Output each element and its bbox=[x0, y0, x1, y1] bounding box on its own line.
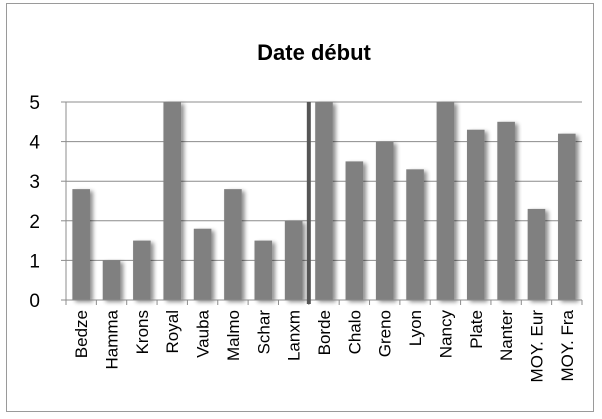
y-tick-labels: 0 1 2 3 4 5 bbox=[29, 93, 40, 312]
bar-bedze bbox=[72, 189, 90, 300]
x-tick-label: Schar bbox=[254, 310, 273, 355]
x-tick-label: Nanter bbox=[497, 310, 516, 361]
bar-chalo bbox=[345, 161, 364, 300]
bar-nanter bbox=[497, 121, 515, 300]
x-tick-label: Malmo bbox=[224, 310, 243, 361]
x-tick-label: MOY. Eur bbox=[527, 310, 546, 383]
x-tick-label: Borde bbox=[315, 310, 334, 355]
axes bbox=[61, 101, 583, 305]
y-tick-label: 0 bbox=[29, 291, 40, 312]
x-tick-label: Bedze bbox=[72, 310, 91, 358]
x-tick-label: Vauba bbox=[194, 309, 213, 357]
y-tick-label: 1 bbox=[29, 251, 40, 272]
bar-hamma bbox=[102, 260, 121, 300]
bar-schar bbox=[254, 240, 273, 300]
bar-vauba bbox=[193, 228, 212, 300]
x-tick-labels: Bedze Hamma Krons Royal Vauba Malmo Schar Lanxm… bbox=[72, 309, 577, 382]
bar-moy-eur bbox=[527, 208, 546, 300]
x-tick-label: Greno bbox=[376, 310, 395, 357]
bar-royal bbox=[163, 102, 182, 300]
x-tick-label: Lanxm bbox=[285, 310, 304, 361]
x-tick-label: Lyon bbox=[406, 310, 425, 346]
bar-krons bbox=[133, 240, 151, 300]
y-tick-label: 4 bbox=[29, 133, 40, 154]
bar-lanxm bbox=[284, 220, 303, 300]
bar-greno bbox=[375, 141, 394, 300]
bars bbox=[72, 102, 576, 300]
bar-moy-fra bbox=[558, 133, 576, 300]
x-tick-label: Royal bbox=[163, 310, 182, 353]
x-tick-label: Hamma bbox=[103, 309, 122, 369]
bar-plate bbox=[466, 129, 485, 300]
y-tick-label: 5 bbox=[29, 93, 40, 114]
y-tick-label: 3 bbox=[29, 172, 40, 193]
bar-lyon bbox=[406, 169, 424, 300]
chart-frame bbox=[6, 3, 594, 412]
x-tick-label: MOY. Fra bbox=[558, 309, 577, 381]
bar-borde bbox=[315, 102, 333, 300]
bar-nancy bbox=[436, 102, 455, 300]
x-tick-label: Chalo bbox=[345, 310, 364, 354]
chart-title: Date début bbox=[257, 40, 371, 65]
y-tick-label: 2 bbox=[29, 212, 40, 233]
bar-malmo bbox=[224, 189, 242, 300]
x-tick-label: Nancy bbox=[436, 310, 455, 359]
x-tick-label: Krons bbox=[133, 310, 152, 354]
x-tick-label: Plate bbox=[467, 310, 486, 349]
